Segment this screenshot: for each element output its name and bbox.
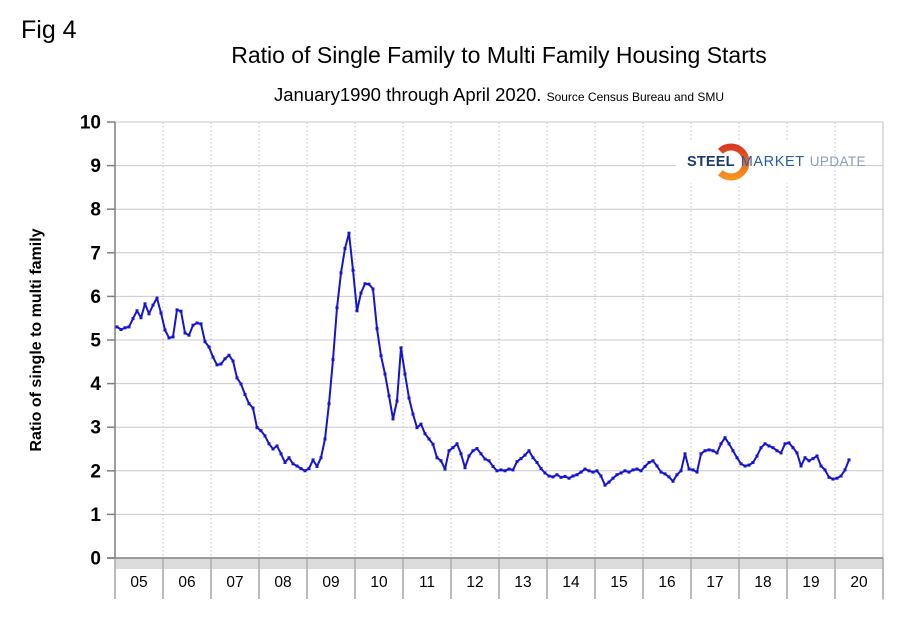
svg-text:17: 17 [706,574,723,591]
svg-text:3: 3 [90,418,101,439]
svg-text:08: 08 [274,574,291,591]
svg-text:7: 7 [90,243,101,264]
svg-text:07: 07 [226,574,243,591]
svg-text:05: 05 [130,574,147,591]
svg-text:14: 14 [562,574,580,591]
svg-text:13: 13 [514,574,531,591]
subtitle-text: January1990 through April 2020. [274,84,542,105]
svg-text:10: 10 [370,574,388,591]
svg-text:09: 09 [322,574,339,591]
svg-text:4: 4 [90,374,101,395]
svg-text:20: 20 [850,574,868,591]
y-axis-title: Ratio of single to multi family [28,228,45,452]
svg-text:06: 06 [178,574,195,591]
svg-text:5: 5 [90,331,101,352]
smu-logo: STEEL MARKET UPDATE [676,141,866,183]
chart-subtitle: January1990 through April 2020. Source C… [115,84,883,106]
svg-text:2: 2 [90,461,101,482]
chart-title: Ratio of Single Family to Multi Family H… [231,42,767,68]
logo-market: MARKET [740,154,805,170]
svg-text:15: 15 [610,574,627,591]
svg-text:11: 11 [419,574,435,591]
crescent-icon [717,143,750,181]
svg-text:6: 6 [90,287,101,308]
logo-steel: STEEL [687,154,735,170]
svg-text:0: 0 [90,549,101,570]
svg-text:1: 1 [90,505,101,526]
figure-label: Fig 4 [21,16,77,44]
svg-text:18: 18 [754,574,771,591]
svg-text:10: 10 [80,113,101,134]
svg-text:9: 9 [90,156,101,177]
svg-text:8: 8 [90,200,101,221]
source-note: Source Census Bureau and SMU [546,90,724,104]
svg-text:12: 12 [466,574,483,591]
svg-text:16: 16 [658,574,675,591]
logo-update: UPDATE [809,154,866,169]
svg-text:19: 19 [802,574,819,591]
